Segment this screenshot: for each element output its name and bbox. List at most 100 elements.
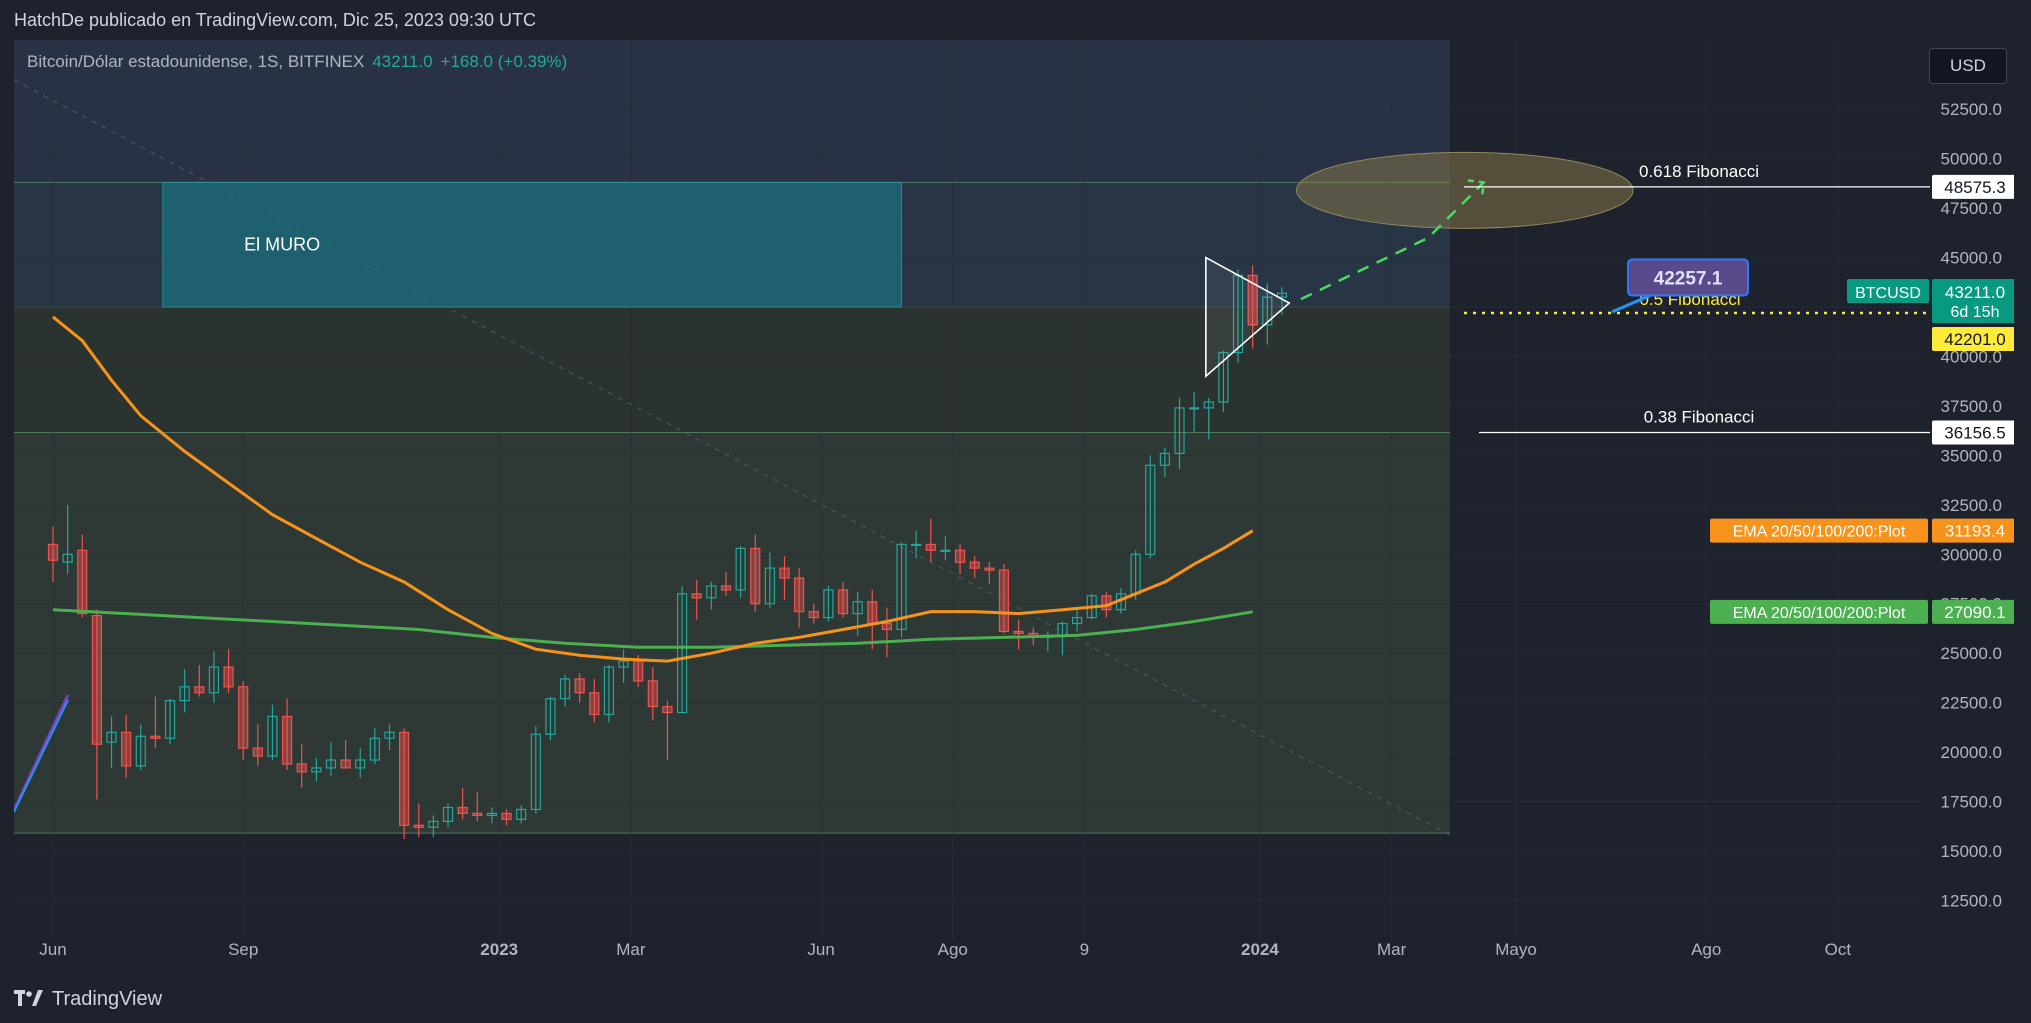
candle[interactable] xyxy=(662,705,673,714)
candle[interactable] xyxy=(501,812,512,820)
candle[interactable] xyxy=(121,731,132,767)
candle[interactable] xyxy=(472,812,483,816)
candle[interactable] xyxy=(603,666,615,716)
price-callout-box[interactable] xyxy=(1627,258,1749,297)
target-ellipse[interactable] xyxy=(1296,151,1634,229)
candle[interactable] xyxy=(486,812,497,816)
candle[interactable] xyxy=(676,593,688,714)
candle[interactable] xyxy=(545,698,556,735)
current-price-tag-bg xyxy=(1932,278,2014,323)
projection-arrow[interactable] xyxy=(1300,181,1485,301)
candle[interactable] xyxy=(1145,464,1156,555)
candle[interactable] xyxy=(896,543,907,631)
symbol-legend[interactable]: Bitcoin/Dólar estadounidense, 1S, BITFIN… xyxy=(27,52,567,72)
x-tick-label: Oct xyxy=(1825,940,1852,959)
candle[interactable] xyxy=(779,567,790,579)
candle[interactable] xyxy=(1071,616,1083,625)
candle[interactable] xyxy=(208,666,220,694)
candle[interactable] xyxy=(1013,630,1024,635)
candle[interactable] xyxy=(413,824,424,828)
candle[interactable] xyxy=(457,806,468,815)
candle[interactable] xyxy=(325,759,337,769)
candle[interactable] xyxy=(428,820,439,828)
candle[interactable] xyxy=(837,589,849,615)
price-callout-text: 42257.1 xyxy=(1654,269,1723,290)
ema-slow-line[interactable] xyxy=(52,608,1253,649)
candle[interactable] xyxy=(998,569,1010,633)
projection-arrow-head xyxy=(1467,179,1486,199)
candle[interactable] xyxy=(925,543,936,551)
chart-frame[interactable]: El MURO 0.618 Fibonacci 0.5 Fibonacci 0.38… xyxy=(14,40,2014,970)
candle[interactable] xyxy=(618,660,629,668)
candle[interactable] xyxy=(238,686,249,749)
candle[interactable] xyxy=(969,561,980,569)
ema-fast-line[interactable] xyxy=(52,315,1254,663)
candle[interactable] xyxy=(574,678,585,694)
candle[interactable] xyxy=(1203,401,1214,409)
candle[interactable] xyxy=(442,806,454,822)
candle[interactable] xyxy=(267,715,278,757)
ema-slow-value-bg xyxy=(1932,599,2014,624)
candle[interactable] xyxy=(750,547,761,605)
candle[interactable] xyxy=(164,700,176,739)
candle[interactable] xyxy=(194,686,205,694)
candle[interactable] xyxy=(589,692,600,716)
candle[interactable] xyxy=(369,737,380,761)
candle[interactable] xyxy=(823,589,834,619)
candle[interactable] xyxy=(1262,296,1273,326)
candle[interactable] xyxy=(77,549,88,615)
candle[interactable] xyxy=(399,731,410,826)
currency-button[interactable]: USD xyxy=(1929,48,2007,84)
candle[interactable] xyxy=(984,567,995,571)
candle[interactable] xyxy=(516,808,527,820)
candle[interactable] xyxy=(150,735,161,739)
candle[interactable] xyxy=(179,686,190,702)
candle[interactable] xyxy=(106,731,117,743)
candle[interactable] xyxy=(954,549,966,563)
candle[interactable] xyxy=(559,678,571,700)
candle[interactable] xyxy=(530,733,541,811)
candle[interactable] xyxy=(794,577,805,613)
candle[interactable] xyxy=(1174,407,1185,455)
candle[interactable] xyxy=(911,543,922,546)
ema-slow-label-bg xyxy=(1710,599,1928,624)
candle[interactable] xyxy=(281,715,293,765)
current-price-tag: 43211.0 xyxy=(1945,283,2005,302)
muro-zone[interactable] xyxy=(162,181,903,308)
candle[interactable] xyxy=(808,611,819,619)
candle[interactable] xyxy=(47,543,59,561)
candle[interactable] xyxy=(867,601,878,625)
candle[interactable] xyxy=(311,767,322,773)
candle[interactable] xyxy=(691,593,702,599)
candle[interactable] xyxy=(852,601,863,615)
candle[interactable] xyxy=(91,615,102,745)
x-tick-label: Mar xyxy=(1377,940,1407,959)
fib-label-2: 0.38 Fibonacci xyxy=(1644,408,1755,427)
candle[interactable] xyxy=(296,763,307,773)
candle[interactable] xyxy=(252,747,263,757)
candle[interactable] xyxy=(62,553,73,563)
candle[interactable] xyxy=(706,585,717,599)
candle[interactable] xyxy=(881,622,893,631)
candle[interactable] xyxy=(764,567,775,605)
candle[interactable] xyxy=(340,759,351,769)
candle[interactable] xyxy=(1189,407,1200,410)
candle[interactable] xyxy=(1247,274,1258,326)
candle[interactable] xyxy=(1218,351,1229,403)
candle[interactable] xyxy=(1101,595,1112,611)
candle[interactable] xyxy=(1159,452,1170,466)
y-tick-label: 22500.0 xyxy=(1941,694,2002,713)
candle[interactable] xyxy=(355,759,366,769)
candle[interactable] xyxy=(735,547,746,591)
candle[interactable] xyxy=(633,660,644,682)
candle[interactable] xyxy=(135,735,146,767)
candle[interactable] xyxy=(1276,292,1288,298)
candle[interactable] xyxy=(647,680,658,708)
candle[interactable] xyxy=(720,585,732,591)
tradingview-logo[interactable]: TradingView xyxy=(14,985,162,1013)
candle[interactable] xyxy=(223,666,234,688)
candle[interactable] xyxy=(940,549,951,552)
symmetric-triangle[interactable] xyxy=(1205,256,1291,379)
candle[interactable] xyxy=(384,731,395,739)
